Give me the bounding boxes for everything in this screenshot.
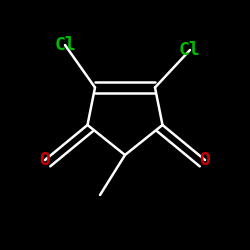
Text: O: O [200, 151, 210, 169]
Text: O: O [40, 151, 50, 169]
Text: Cl: Cl [54, 36, 76, 54]
Text: Cl: Cl [179, 41, 201, 59]
